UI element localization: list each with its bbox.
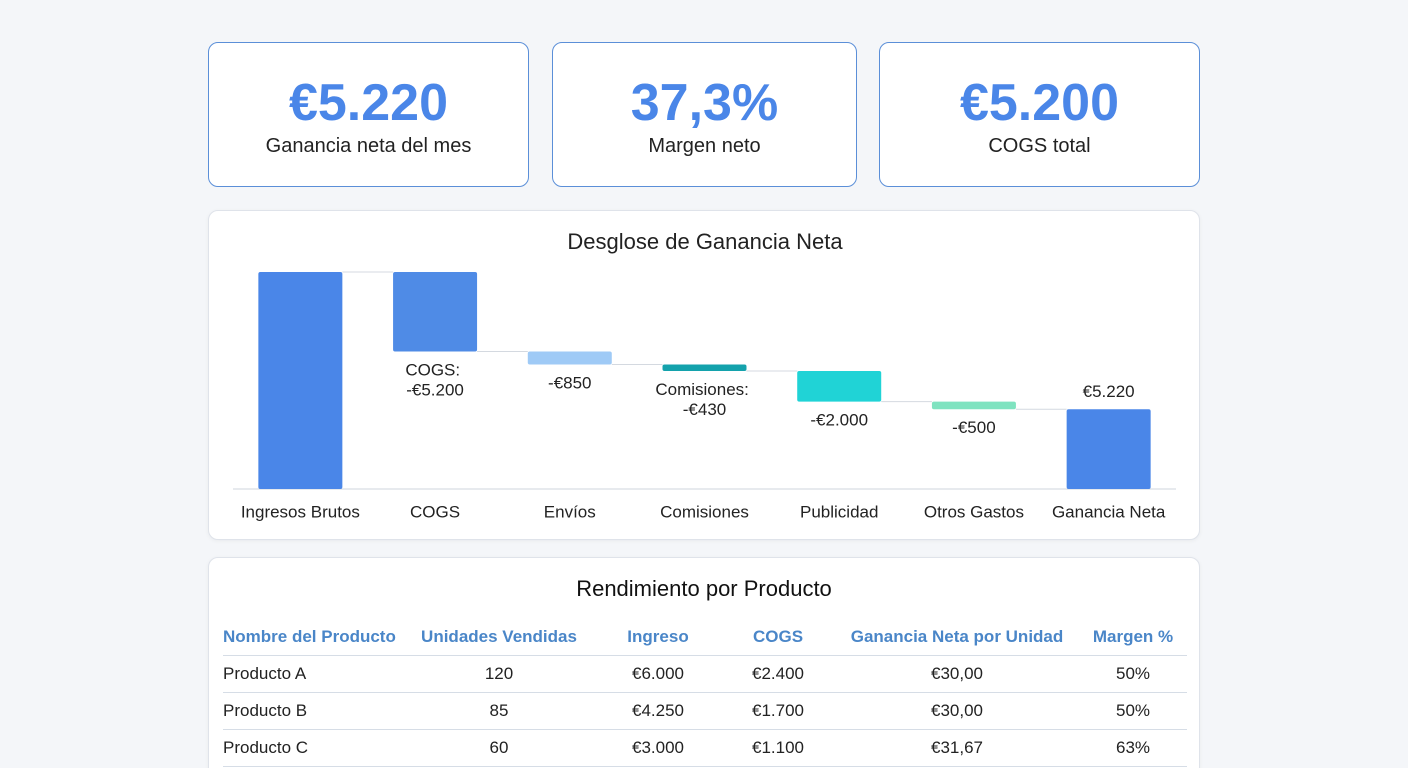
kpi-card: €5.200 COGS total — [879, 42, 1200, 187]
bar — [258, 272, 343, 489]
table-cell: Producto C — [223, 729, 403, 767]
column-header: COGS — [721, 618, 835, 656]
bar — [393, 272, 478, 352]
column-header: Unidades Vendidas — [403, 618, 595, 656]
kpi-card: €5.220 Ganancia neta del mes — [208, 42, 529, 187]
table-header: Nombre del Producto Unidades Vendidas Ingr… — [223, 618, 1187, 656]
kpi-label: Margen neto — [648, 135, 761, 157]
data-label: -€2.000 — [810, 411, 868, 430]
column-header: Ingreso — [595, 618, 721, 656]
bar — [797, 371, 882, 402]
table-cell: €30,00 — [835, 655, 1079, 693]
table-row: Producto A 120 €6.000 €2.400 €30,00 50% — [223, 655, 1187, 693]
table-card: Rendimiento por Producto Nombre del Prod… — [208, 557, 1200, 768]
data-label: COGS: -€5.200 — [405, 360, 465, 399]
table-cell: 85 — [403, 692, 595, 730]
table-cell: Producto A — [223, 655, 403, 693]
data-label: €5.220 — [1083, 382, 1135, 401]
kpi-value: €5.200 — [959, 74, 1120, 132]
x-tick-label: Envíos — [544, 502, 596, 521]
kpi-label: COGS total — [988, 135, 1091, 157]
chart-card: Desglose de Ganancia Neta Ingresos Bruto… — [208, 210, 1200, 540]
bar — [662, 364, 747, 372]
table-cell: Producto B — [223, 692, 403, 730]
x-tick-label: Otros Gastos — [924, 502, 1024, 521]
table-cell: 60 — [403, 729, 595, 767]
x-tick-label: Ingresos Brutos — [241, 502, 360, 521]
kpi-value: 37,3% — [630, 74, 779, 132]
kpi-card: 37,3% Margen neto — [552, 42, 857, 187]
table-cell: 50% — [1079, 692, 1187, 730]
column-header: Nombre del Producto — [223, 618, 403, 656]
table-cell: €1.700 — [721, 692, 835, 730]
table-row: Producto C 60 €3.000 €1.100 €31,67 63% — [223, 729, 1187, 767]
table-row: Producto B 85 €4.250 €1.700 €30,00 50% — [223, 692, 1187, 730]
chart-title: Desglose de Ganancia Neta — [567, 229, 843, 254]
table: Nombre del Producto Unidades Vendidas Ingr… — [223, 618, 1187, 767]
table-cell: €31,67 — [835, 729, 1079, 767]
table-title: Rendimiento por Producto — [576, 576, 832, 601]
x-tick-label: Ganancia Neta — [1052, 502, 1166, 521]
bar — [527, 351, 612, 365]
column-header: Margen % — [1079, 618, 1187, 656]
bar — [931, 401, 1016, 410]
bar — [1066, 409, 1151, 489]
table-cell: €4.250 — [595, 692, 721, 730]
table-cell: 50% — [1079, 655, 1187, 693]
data-label: -€500 — [952, 418, 995, 437]
x-tick-label: Comisiones — [660, 502, 749, 521]
table-cell: 120 — [403, 655, 595, 693]
table-cell: €2.400 — [721, 655, 835, 693]
table-cell: €30,00 — [835, 692, 1079, 730]
kpi-value: €5.220 — [288, 74, 449, 132]
chart: Desglose de Ganancia Neta Ingresos Bruto… — [233, 229, 1176, 521]
table-cell: €6.000 — [595, 655, 721, 693]
data-label: Comisiones: -€430 — [655, 380, 753, 419]
x-tick-label: Publicidad — [800, 502, 878, 521]
column-header: Ganancia Neta por Unidad — [835, 618, 1079, 656]
x-tick-label: COGS — [410, 502, 460, 521]
table-cell: €1.100 — [721, 729, 835, 767]
data-label: -€850 — [548, 373, 591, 392]
table-cell: 63% — [1079, 729, 1187, 767]
kpi-label: Ganancia neta del mes — [265, 135, 472, 157]
table-cell: €3.000 — [595, 729, 721, 767]
